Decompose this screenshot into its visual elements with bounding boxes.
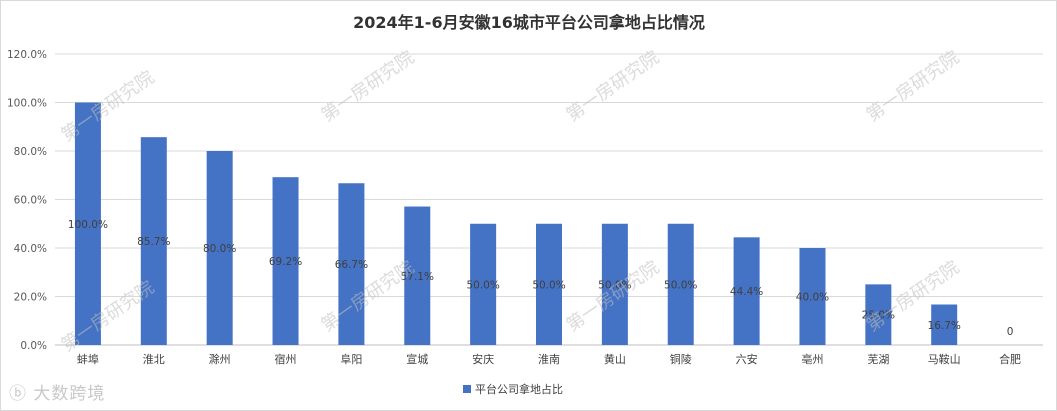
y-tick-label: 40.0% xyxy=(14,243,47,255)
y-tick-label: 100.0% xyxy=(7,98,47,110)
x-tick-label: 蚌埠 xyxy=(77,352,99,366)
data-label: 50.0% xyxy=(598,279,631,291)
bar xyxy=(667,223,694,345)
bar xyxy=(272,177,299,345)
watermark-text: 第一房研究院 xyxy=(58,67,159,146)
data-label: 16.7% xyxy=(928,320,961,332)
x-tick-label: 宣城 xyxy=(406,352,428,366)
data-label: 50.0% xyxy=(532,279,565,291)
x-tick-label: 宿州 xyxy=(275,352,297,366)
x-tick-label: 马鞍山 xyxy=(928,352,961,366)
bar xyxy=(74,102,101,345)
bar xyxy=(536,223,562,345)
legend-label: 平台公司拿地占比 xyxy=(475,382,563,396)
bar xyxy=(931,304,958,345)
watermark-text: 第一房研究院 xyxy=(563,47,664,126)
y-tick-label: 60.0% xyxy=(14,195,47,207)
y-axis-labels: 0.0% 20.0% 40.0% 60.0% 80.0% 100.0% 120.0% xyxy=(7,49,47,352)
bar xyxy=(733,237,760,345)
data-label: 66.7% xyxy=(335,259,368,271)
x-tick-label: 芜湖 xyxy=(867,352,889,366)
data-labels: 100.0% 85.7% 80.0% 69.2% 66.7% 57.1% 50.0% 50.0… xyxy=(68,219,1014,338)
brand-logo: ⓑ 大数跨境 xyxy=(9,379,105,404)
x-tick-label: 亳州 xyxy=(801,352,823,366)
x-tick-label: 合肥 xyxy=(999,352,1021,366)
x-tick-label: 阜阳 xyxy=(340,353,362,366)
y-tick-label: 120.0% xyxy=(7,49,47,61)
data-label: 100.0% xyxy=(68,219,108,231)
x-tick-label: 滁州 xyxy=(209,352,231,366)
watermark-text: 第一房研究院 xyxy=(318,47,419,126)
data-label: 44.4% xyxy=(730,286,763,298)
data-label: 57.1% xyxy=(401,271,434,283)
bar xyxy=(140,137,167,345)
x-tick-label: 淮北 xyxy=(143,353,165,366)
data-label: 69.2% xyxy=(269,256,302,268)
x-tick-label: 铜陵 xyxy=(670,352,692,366)
bars xyxy=(74,102,958,345)
data-label: 0 xyxy=(1007,326,1014,338)
legend-swatch xyxy=(463,385,471,393)
brand-icon: ⓑ xyxy=(9,384,27,404)
legend: 平台公司拿地占比 xyxy=(463,382,563,396)
data-label: 25.0% xyxy=(862,310,895,322)
x-tick-label: 安庆 xyxy=(472,352,494,366)
y-tick-label: 20.0% xyxy=(14,292,47,304)
bar xyxy=(206,151,233,345)
bar xyxy=(338,183,365,345)
bar xyxy=(799,248,826,345)
x-tick-label: 六安 xyxy=(736,352,758,366)
brand-text: 大数跨境 xyxy=(33,384,106,404)
x-axis-labels: 蚌埠 淮北 滁州 宿州 阜阳 宣城 安庆 淮南 黄山 铜陵 六安 亳州 芜湖 马鞍山 合肥 xyxy=(77,352,1021,366)
data-label: 85.7% xyxy=(137,236,170,248)
data-label: 80.0% xyxy=(203,243,236,255)
bar xyxy=(865,284,892,345)
data-label: 50.0% xyxy=(664,279,697,291)
bar xyxy=(470,223,497,345)
chart-title: 2024年1-6月安徽16城市平台公司拿地占比情况 xyxy=(353,13,705,32)
data-label: 40.0% xyxy=(796,292,829,304)
x-tick-label: 淮南 xyxy=(538,353,560,366)
data-label: 50.0% xyxy=(466,279,499,291)
x-tick-label: 黄山 xyxy=(604,352,626,366)
bar xyxy=(404,206,431,345)
y-tick-label: 80.0% xyxy=(14,146,47,158)
y-tick-label: 0.0% xyxy=(20,340,47,352)
bar xyxy=(601,223,628,345)
watermark-text: 第一房研究院 xyxy=(863,47,964,126)
